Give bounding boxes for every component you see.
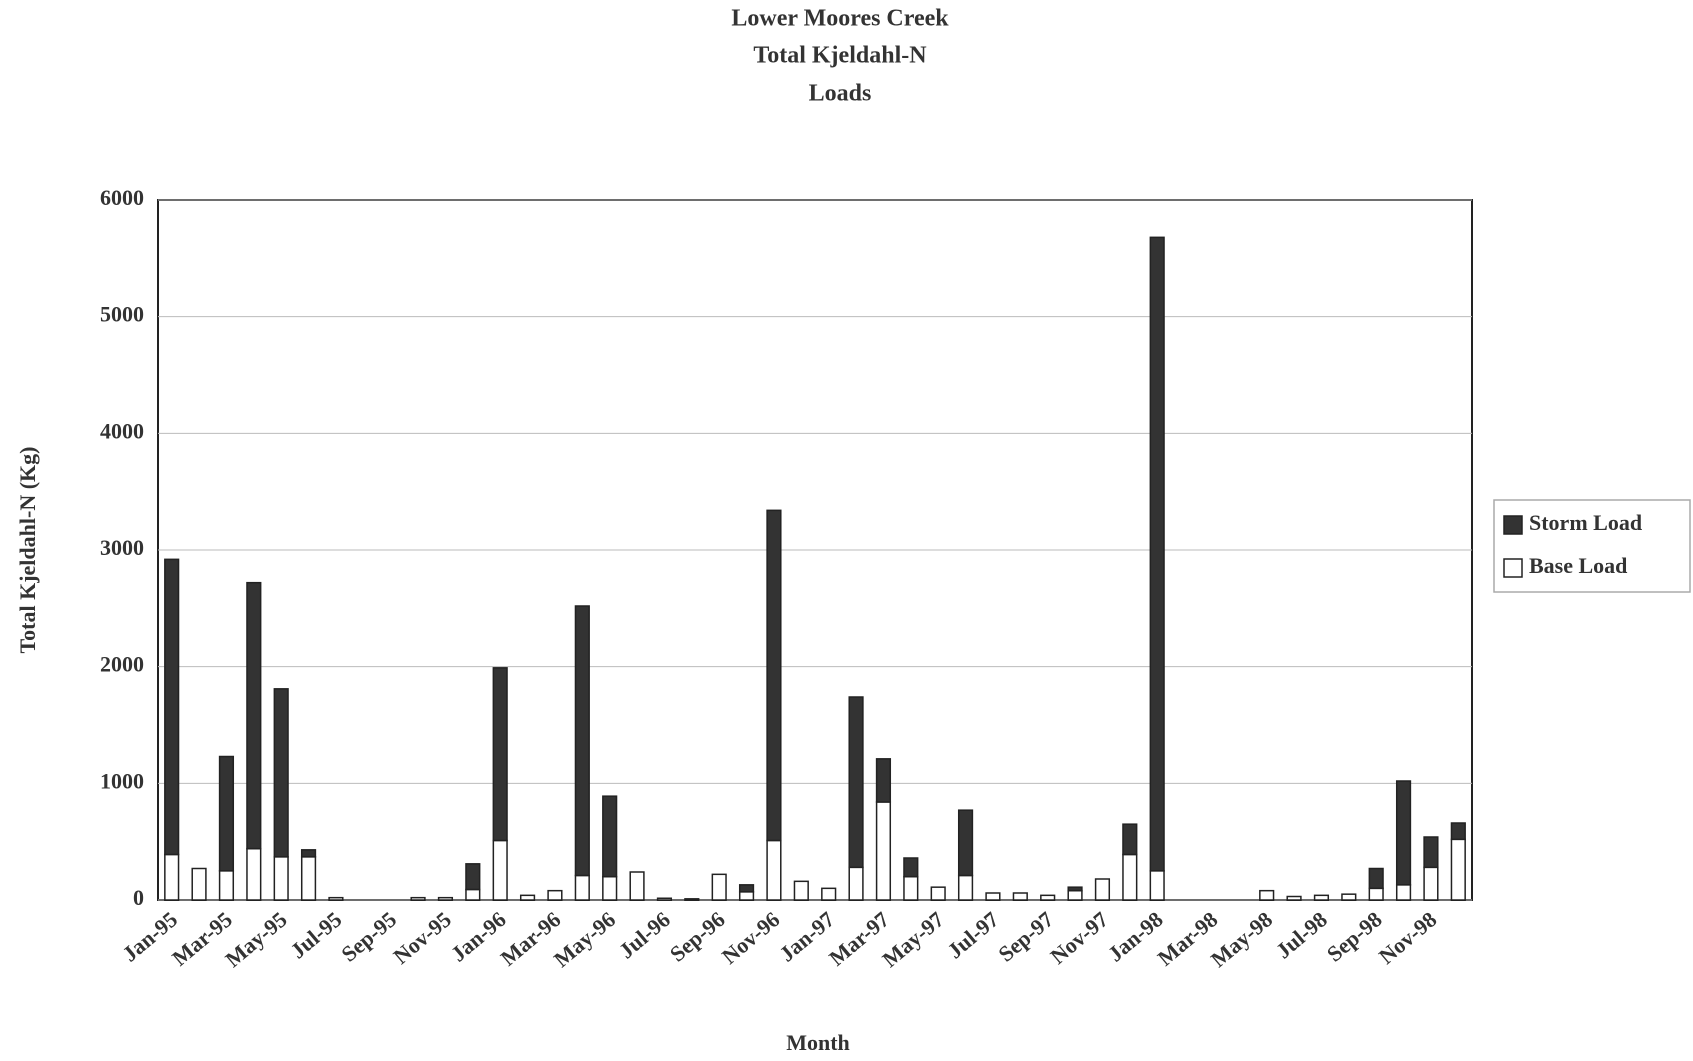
bar-segment [465, 863, 481, 891]
y-axis-label: Total Kjeldahl-N (Kg) [15, 447, 40, 654]
bar-segment [1067, 886, 1083, 892]
x-tick-label: May-97 [877, 907, 948, 972]
bar-segment [711, 873, 727, 901]
x-tick-label: Nov-96 [717, 907, 785, 969]
x-tick-label: Nov-97 [1045, 907, 1113, 969]
bar-segment [519, 894, 536, 901]
bar-segment [246, 847, 262, 901]
legend-box [1493, 499, 1691, 593]
bar-segment [602, 875, 618, 901]
y-tick-label: 6000 [100, 185, 144, 210]
x-tick-label: Sep-95 [336, 907, 401, 967]
bar-segment [656, 897, 673, 901]
bar-segment [957, 809, 974, 877]
bar-segment [629, 871, 645, 901]
legend-label: Base Load [1529, 553, 1627, 578]
bar-segment [246, 581, 262, 850]
y-tick-label: 1000 [100, 768, 144, 793]
legend-swatch [1503, 558, 1523, 578]
bar-segment [766, 839, 782, 901]
x-axis-label: Month [786, 1030, 850, 1055]
bar-segment [1395, 780, 1412, 886]
bar-segment [1341, 893, 1357, 901]
x-tick-label: May-96 [549, 907, 620, 972]
bar-segment [300, 849, 317, 858]
bar-segment [793, 880, 809, 901]
bar-segment [1122, 823, 1138, 856]
bar-segment [848, 866, 864, 901]
bar-segment [273, 688, 289, 858]
legend-swatch [1503, 515, 1523, 535]
bar-segment [1012, 892, 1028, 901]
bar-segment [328, 896, 344, 901]
bar-segment [848, 696, 864, 869]
bar-segment [738, 891, 755, 901]
bar-segment [574, 874, 590, 901]
bar-segment [1450, 838, 1466, 901]
bar-segment [1149, 870, 1165, 901]
bar-segment [273, 856, 289, 901]
bar-segment [1450, 822, 1466, 841]
bar-segment [1122, 853, 1138, 901]
chart-title: Total Kjeldahl-N [753, 43, 927, 69]
x-tick-label: Nov-95 [388, 907, 456, 969]
bar-segment [1313, 894, 1330, 901]
bar-segment [437, 896, 454, 901]
x-tick-label: Jul-97 [942, 907, 1003, 964]
bar-segment [465, 888, 481, 901]
x-tick-label: Jul-98 [1271, 907, 1332, 964]
bar-segment [821, 887, 837, 901]
bar-segment [1368, 887, 1384, 901]
bar-segment [1368, 867, 1384, 890]
bar-segment [985, 892, 1001, 901]
bar-segment [191, 867, 207, 901]
bar-segment [1040, 894, 1056, 901]
bar-segment [164, 558, 180, 856]
bar-segment [1423, 866, 1439, 901]
y-tick-label: 4000 [100, 418, 144, 443]
bar-segment [1423, 836, 1439, 869]
bar-segment [903, 875, 919, 901]
bar-segment [930, 886, 946, 901]
x-tick-label: Sep-97 [993, 907, 1058, 967]
y-tick-label: 0 [133, 885, 144, 910]
y-tick-label: 2000 [100, 652, 144, 677]
x-tick-label: Sep-98 [1322, 907, 1387, 967]
bar-segment [1149, 236, 1165, 872]
x-tick-label: Sep-96 [665, 907, 730, 967]
y-tick-label: 5000 [100, 302, 144, 327]
x-tick-label: May-98 [1206, 907, 1277, 972]
chart-title: Lower Moores Creek [731, 6, 949, 32]
chart-title: Loads [809, 81, 872, 107]
bar-segment [875, 758, 892, 803]
bar-segment [547, 889, 563, 901]
bar-segment [903, 857, 919, 878]
bar-segment [492, 839, 508, 901]
bar-segment [574, 605, 590, 877]
bar-segment [1395, 884, 1412, 901]
bar-segment [1067, 889, 1083, 901]
bar-segment [218, 755, 235, 872]
bar-segment [300, 856, 317, 901]
bar-segment [492, 667, 508, 842]
y-tick-label: 3000 [100, 535, 144, 560]
x-tick-label: Nov-98 [1374, 907, 1442, 969]
bar-segment [738, 884, 755, 893]
bar-segment [875, 801, 892, 901]
bar-segment [957, 874, 974, 901]
legend-label: Storm Load [1529, 510, 1642, 535]
bar-segment [1286, 895, 1302, 901]
x-tick-label: Jul-96 [614, 907, 675, 964]
bar-segment [602, 795, 618, 878]
bar-segment [218, 870, 235, 901]
bar-segment [1259, 889, 1275, 901]
bar-segment [164, 853, 180, 901]
bar-segment [410, 896, 426, 901]
bar-segment [1094, 878, 1111, 901]
x-tick-label: Jul-95 [285, 907, 346, 964]
bar-segment [684, 898, 700, 901]
x-tick-label: May-95 [220, 907, 291, 972]
bar-segment [766, 509, 782, 842]
